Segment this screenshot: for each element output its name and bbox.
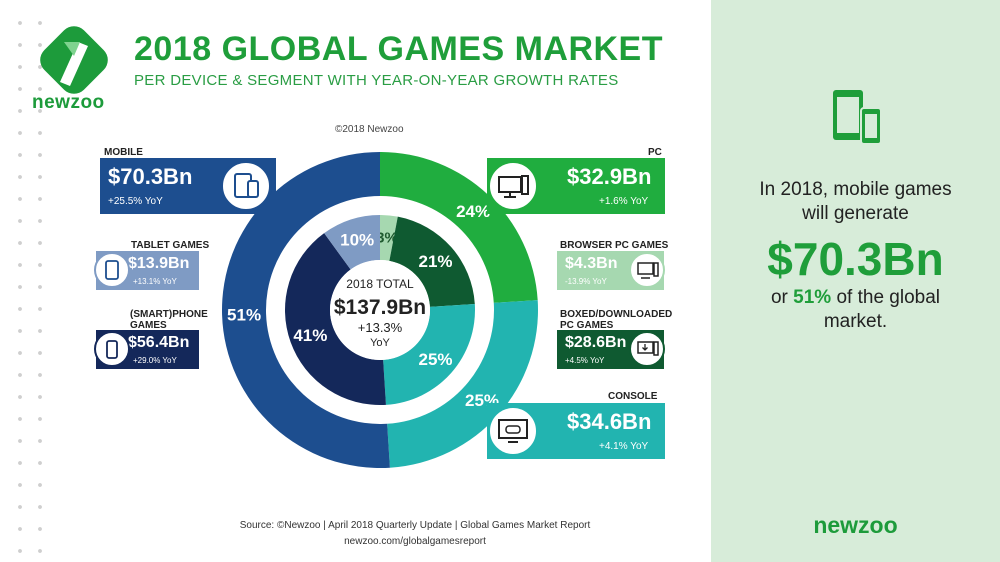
boxed-value: $28.6Bn xyxy=(565,334,627,351)
source-url: newzoo.com/globalgamesreport xyxy=(344,536,486,547)
panel-line-1: In 2018, mobile games xyxy=(759,179,952,200)
inner-slice-label-2: 25% xyxy=(418,350,452,369)
panel-brand-wordmark: newzoo xyxy=(813,512,898,538)
inner-slice-4 xyxy=(324,215,380,270)
outer-slice-label-0: 24% xyxy=(456,202,490,221)
inner-slice-label-4: 10% xyxy=(340,231,374,250)
donut-chart: 24%25%51%3%21%25%41%10%2018 TOTAL$137.9B… xyxy=(222,152,538,468)
panel-big-value: $70.3Bn xyxy=(767,233,944,285)
pc-yoy: +1.6% YoY xyxy=(599,196,649,207)
tablet-phone-icon xyxy=(234,173,259,198)
outer-slice-2 xyxy=(222,152,390,468)
console-label: CONSOLE xyxy=(608,391,658,402)
outer-slice-1 xyxy=(387,300,538,468)
browser-window-icon xyxy=(637,262,659,279)
panel-line-3: or 51% of the global xyxy=(711,286,1000,310)
page-title: 2018 GLOBAL GAMES MARKET xyxy=(134,30,664,68)
inner-slice-label-1: 21% xyxy=(418,252,452,271)
tablet-icon-circle xyxy=(94,252,130,288)
donut-center xyxy=(330,260,430,360)
panel-line-3-suffix: of the global xyxy=(831,287,941,308)
copyright-note: ©2018 Newzoo xyxy=(335,124,404,135)
console-yoy: +4.1% YoY xyxy=(599,441,649,452)
tablet-value: $13.9Bn xyxy=(128,255,190,272)
console-icon-circle xyxy=(487,405,539,457)
highlight-panel: In 2018, mobile games will generate $70.… xyxy=(711,0,1000,562)
inner-slice-1 xyxy=(389,216,475,307)
newzoo-logo-icon xyxy=(40,26,108,94)
browser-value: $4.3Bn xyxy=(565,255,618,272)
tablet-yoy: +13.1% YoY xyxy=(133,277,177,286)
inner-slice-label-0: 3% xyxy=(376,229,398,246)
source-footer: Source: ©Newzoo | April 2018 Quarterly U… xyxy=(210,518,620,550)
center-growth-unit: YoY xyxy=(370,337,390,349)
page-subtitle: PER DEVICE & SEGMENT WITH YEAR-ON-YEAR G… xyxy=(134,72,619,89)
tablet-phone-icon xyxy=(833,90,882,145)
console-value: $34.6Bn xyxy=(567,409,652,434)
tablet-icon xyxy=(105,260,119,280)
panel-line-4: market. xyxy=(823,311,888,332)
phone-label: (SMART)PHONE GAMES xyxy=(130,309,208,331)
panel-line-3-prefix: or xyxy=(770,287,794,308)
mobile-icon-circle xyxy=(220,160,272,212)
download-pc-icon xyxy=(637,341,659,356)
mobile-yoy: +25.5% YoY xyxy=(108,196,163,207)
phone-icon xyxy=(106,340,118,359)
boxed-icon-circle xyxy=(629,331,665,367)
center-total-label: 2018 TOTAL xyxy=(346,277,414,291)
phone-value: $56.4Bn xyxy=(128,334,190,351)
panel-line-3-highlight: 51% xyxy=(793,287,832,308)
tablet-label: TABLET GAMES xyxy=(131,240,210,251)
center-growth: +13.3% xyxy=(358,320,403,335)
pc-label: PC xyxy=(648,147,662,158)
boxed-yoy: +4.5% YoY xyxy=(565,356,605,365)
inner-slice-3 xyxy=(285,233,386,405)
pc-icon-circle xyxy=(487,160,539,212)
mobile-label: MOBILE xyxy=(104,147,143,158)
inner-slice-0 xyxy=(380,215,398,261)
source-text: Source: ©Newzoo | April 2018 Quarterly U… xyxy=(239,520,591,531)
inner-slice-2 xyxy=(383,304,475,405)
inner-slice-label-3: 41% xyxy=(293,326,327,345)
outer-slice-0 xyxy=(380,152,538,303)
brand-wordmark: newzoo xyxy=(32,92,105,113)
panel-line-2: will generate xyxy=(802,203,909,224)
outer-slice-label-2: 51% xyxy=(227,305,261,324)
boxed-label: BOXED/DOWNLOADED PC GAMES xyxy=(560,309,673,331)
phone-icon-circle xyxy=(94,331,130,367)
desktop-pc-icon xyxy=(498,175,529,198)
browser-label: BROWSER PC GAMES xyxy=(560,240,669,251)
mobile-value: $70.3Bn xyxy=(108,164,193,189)
center-total-value: $137.9Bn xyxy=(334,296,426,319)
browser-icon-circle xyxy=(629,252,665,288)
tv-gamepad-icon xyxy=(498,419,528,443)
dot-grid-decoration xyxy=(10,12,50,557)
browser-yoy: -13.9% YoY xyxy=(565,277,607,286)
tablet-card: $13.9Bn +13.1% YoY xyxy=(96,251,199,290)
phone-yoy: +29.0% YoY xyxy=(133,356,177,365)
pc-value: $32.9Bn xyxy=(567,164,652,189)
